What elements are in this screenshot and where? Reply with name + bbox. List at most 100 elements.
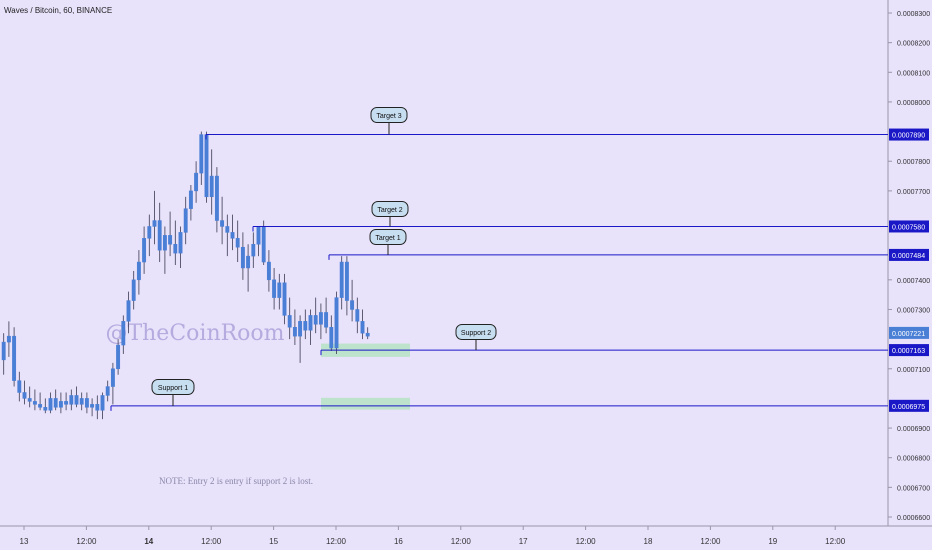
y-tick-label: 0.0008100	[897, 70, 930, 77]
candle-body	[58, 401, 63, 408]
candle-body	[230, 232, 235, 239]
watermark: @TheCoinRoom	[105, 321, 284, 346]
candle-body	[220, 220, 225, 227]
candle-body	[173, 243, 178, 254]
candle-body	[6, 335, 11, 343]
target-2-callout-label: Target 2	[377, 207, 402, 214]
y-tick-label: 0.0008300	[897, 11, 930, 18]
y-tick-label: 0.0008200	[897, 41, 930, 48]
y-tick-label: 0.0007300	[897, 307, 930, 314]
candle-body	[1, 341, 6, 361]
candle-body	[95, 404, 100, 411]
candle-body	[110, 368, 115, 387]
candle-body	[168, 235, 173, 245]
target-1-price-label: 0.0007484	[892, 253, 925, 260]
support-1-price-tag	[889, 399, 929, 412]
candle-body	[126, 300, 131, 322]
support-1-zone	[321, 397, 410, 410]
x-tick-label: 12:00	[576, 537, 597, 546]
support-2-price-tag	[889, 344, 929, 357]
candle-body	[131, 279, 136, 301]
candle-body	[256, 226, 261, 245]
support-2-callout-label: Support 2	[461, 330, 491, 337]
candle-body	[277, 282, 282, 298]
target-1-price-tag	[889, 248, 929, 261]
current-price-tag	[889, 326, 929, 339]
x-tick-label: 12:00	[201, 537, 222, 546]
candle-body	[43, 407, 48, 411]
candle-body	[355, 309, 360, 322]
candle-body	[298, 321, 303, 337]
candle-body	[90, 404, 95, 408]
candle-body	[329, 327, 334, 349]
candle-body	[350, 300, 355, 310]
candle-body	[84, 398, 89, 408]
candle-body	[38, 404, 43, 408]
candle-body	[204, 134, 209, 198]
candle-body	[225, 226, 230, 233]
x-tick-label: 12:00	[700, 537, 721, 546]
candle-body	[272, 279, 277, 298]
candle-body	[360, 321, 365, 334]
y-tick-label: 0.0006900	[897, 426, 930, 433]
y-tick-label: 0.0007100	[897, 367, 930, 374]
candle-body	[194, 172, 199, 192]
candle-body	[178, 232, 183, 254]
x-tick-label: 12:00	[451, 537, 472, 546]
candle-body	[235, 238, 240, 248]
y-tick-label: 0.0006700	[897, 485, 930, 492]
candle-body	[69, 395, 74, 405]
candle-body	[188, 190, 193, 209]
candle-body	[303, 321, 308, 331]
candle-body	[240, 246, 245, 269]
y-tick-label: 0.0007800	[897, 159, 930, 166]
x-tick-label: 19	[768, 537, 777, 546]
candle-body	[334, 297, 339, 349]
candle-body	[292, 327, 297, 337]
support-2-price-label: 0.0007163	[892, 348, 925, 355]
x-tick-label: 14	[144, 537, 153, 546]
support-1-callout-label: Support 1	[158, 385, 188, 392]
x-tick-label: 17	[519, 537, 528, 546]
candle-body	[32, 401, 37, 405]
candle-body	[183, 208, 188, 233]
note-annotation: NOTE: Entry 2 is entry if support 2 is l…	[159, 476, 313, 486]
candle-body	[142, 238, 147, 263]
candle-body	[152, 220, 157, 227]
candle-body	[48, 398, 53, 411]
candle-body	[105, 386, 110, 396]
candle-body	[287, 315, 292, 328]
candle-body	[339, 261, 344, 298]
candle-body	[209, 175, 214, 198]
candle-body	[12, 335, 17, 381]
candle-body	[136, 261, 141, 281]
x-tick-label: 12:00	[76, 537, 97, 546]
candle-body	[324, 312, 329, 328]
y-tick-label: 0.0007400	[897, 278, 930, 285]
support-1-price-label: 0.0006975	[892, 404, 925, 411]
candle-body	[79, 398, 84, 405]
candle-body	[308, 315, 313, 331]
x-tick-label: 13	[20, 537, 29, 546]
target-2-price-label: 0.0007580	[892, 224, 925, 231]
candle-body	[344, 261, 349, 301]
candle-body	[162, 235, 167, 251]
candle-body	[64, 401, 69, 405]
candle-body	[74, 395, 79, 405]
target-3-callout-label: Target 3	[376, 113, 401, 120]
x-tick-label: 12:00	[326, 537, 347, 546]
candle-body	[53, 398, 58, 408]
x-tick-label: 18	[644, 537, 653, 546]
x-tick-label: 12:00	[825, 537, 846, 546]
target-1-callout-label: Target 1	[375, 235, 400, 242]
candle-body	[121, 321, 126, 346]
candle-body	[313, 315, 318, 325]
candle-body	[246, 255, 251, 269]
candle-body	[116, 344, 121, 370]
candle-body	[157, 220, 162, 251]
y-tick-label: 0.0007700	[897, 189, 930, 196]
candle-body	[251, 243, 256, 257]
candle-body	[27, 398, 32, 402]
